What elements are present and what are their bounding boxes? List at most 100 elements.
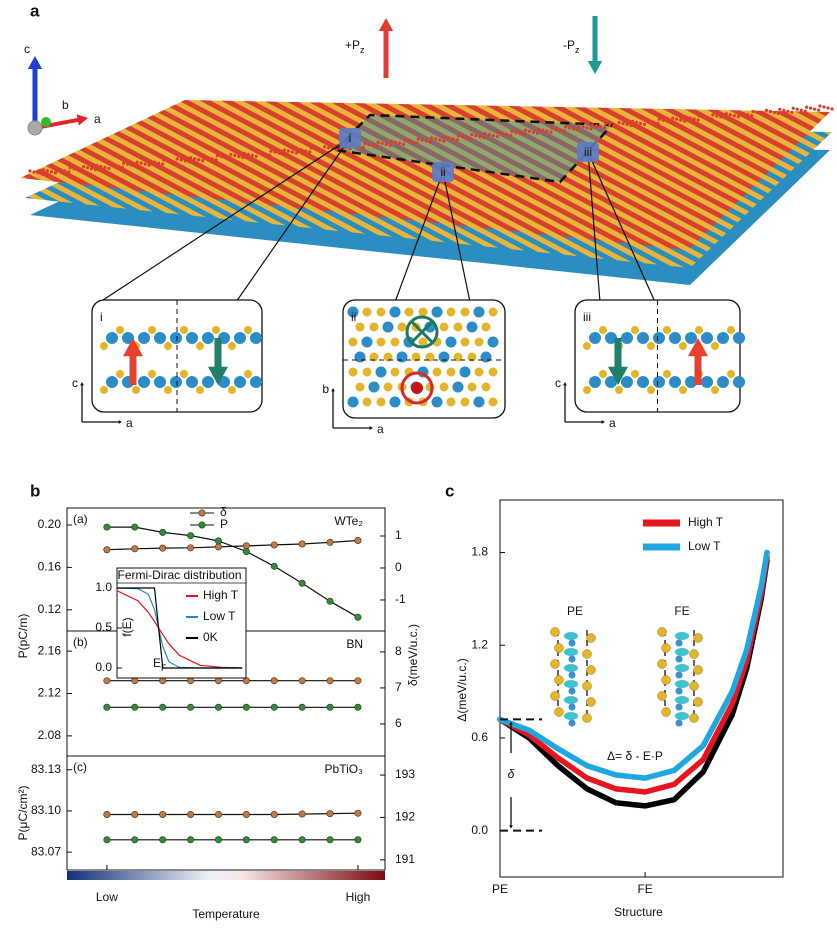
atom	[608, 123, 612, 127]
atom	[424, 321, 436, 333]
atom	[675, 639, 683, 647]
atom	[166, 159, 170, 163]
atom	[644, 118, 648, 122]
y-tick-label: 83.10	[31, 803, 61, 817]
atom	[453, 352, 463, 362]
atom	[139, 161, 143, 165]
atom	[439, 382, 449, 392]
legend-label: Low T	[203, 609, 236, 623]
atom	[76, 168, 80, 172]
inset-axis-head	[118, 420, 122, 424]
plot-frame	[66, 755, 386, 871]
atom	[132, 386, 140, 394]
atom	[537, 127, 541, 131]
atom	[68, 166, 72, 170]
atom	[638, 121, 643, 126]
atom	[491, 133, 495, 138]
atom	[599, 326, 607, 334]
atom	[384, 142, 388, 146]
atom	[657, 117, 661, 121]
atom	[45, 169, 49, 173]
atom	[89, 166, 94, 171]
atom	[321, 149, 325, 153]
charge-density	[564, 712, 578, 720]
legend-label: P	[220, 517, 228, 531]
atom	[460, 397, 470, 407]
axis-origin	[41, 117, 51, 127]
atom	[637, 332, 649, 344]
series-line	[106, 539, 359, 551]
atom	[697, 114, 702, 118]
atom	[693, 697, 703, 707]
atom	[709, 117, 714, 121]
atom	[229, 152, 233, 157]
data-point	[131, 810, 139, 818]
data-point	[270, 677, 278, 685]
plot-frame	[116, 567, 247, 679]
atom	[689, 681, 699, 691]
subplot-label: (a)	[73, 512, 88, 526]
data-point	[159, 528, 167, 536]
atom	[428, 140, 432, 144]
atom	[585, 126, 589, 130]
atom	[442, 139, 446, 143]
data-point	[298, 836, 306, 844]
atom	[187, 160, 191, 164]
atom	[390, 337, 400, 347]
atom	[727, 326, 735, 334]
atom	[535, 131, 540, 135]
atom	[689, 649, 699, 659]
atom	[545, 129, 549, 133]
data-point	[242, 703, 250, 711]
atom	[237, 154, 241, 159]
atom	[510, 129, 514, 133]
atom	[732, 114, 736, 118]
atom	[505, 132, 509, 137]
atom	[219, 154, 224, 159]
legend-label: High T	[203, 588, 239, 602]
atom	[583, 342, 591, 350]
y2-tick-label: 192	[395, 810, 415, 824]
atom	[106, 376, 118, 388]
atom	[130, 163, 134, 167]
label-text: -P	[563, 38, 575, 52]
atom	[568, 719, 576, 727]
atom	[685, 332, 697, 344]
atom	[425, 352, 435, 362]
atom	[53, 171, 57, 175]
series-line	[106, 526, 359, 618]
atom	[581, 125, 585, 129]
atom	[196, 342, 204, 350]
atom	[669, 120, 673, 124]
atom	[474, 367, 484, 377]
atom	[693, 633, 703, 643]
leader-line	[394, 171, 444, 303]
atom	[791, 106, 795, 110]
atom	[568, 687, 576, 695]
polar-arrow-head	[207, 366, 229, 385]
atom	[451, 137, 455, 141]
atom	[647, 386, 655, 394]
atom	[541, 128, 545, 132]
polar-out-x	[410, 320, 434, 344]
y-tick-label: 83.13	[31, 762, 61, 776]
atom	[81, 164, 86, 169]
data-point	[326, 810, 334, 818]
atom	[629, 123, 633, 128]
atom	[764, 108, 769, 113]
atom	[514, 130, 518, 134]
atom	[621, 376, 633, 388]
axis-label: c	[24, 42, 30, 56]
atom	[234, 376, 246, 388]
atom	[602, 126, 606, 130]
atom	[138, 376, 150, 388]
atom	[663, 370, 671, 378]
atom	[49, 170, 53, 174]
delta-arrow-head	[509, 825, 513, 829]
atom	[434, 137, 438, 141]
atom	[246, 152, 250, 156]
atom	[100, 386, 108, 394]
atom	[679, 118, 683, 122]
atom	[460, 337, 470, 347]
polarization-arrow-head	[587, 61, 603, 74]
